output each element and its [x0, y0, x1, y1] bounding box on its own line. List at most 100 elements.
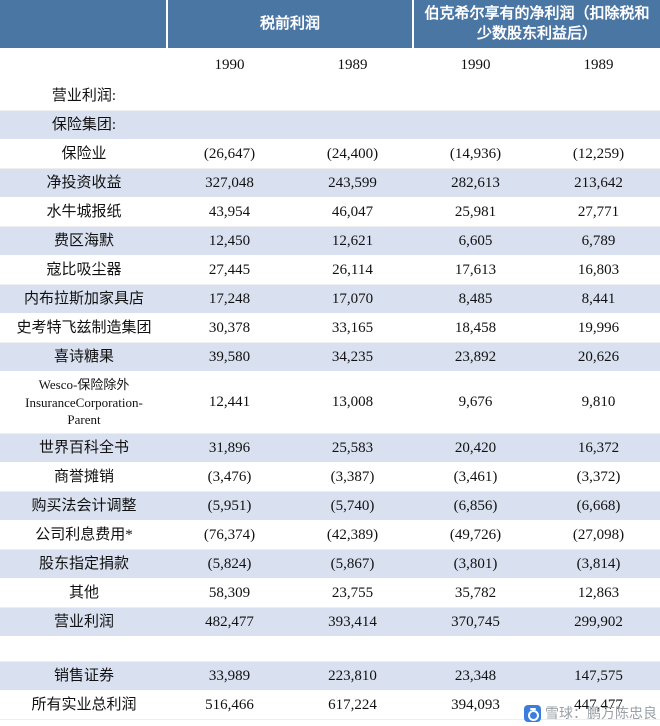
row-label: 营业利润 — [53, 613, 114, 630]
row-value: (3,814) — [576, 555, 621, 572]
table-row: 营业利润: — [0, 82, 660, 111]
row-value: (3,461) — [453, 468, 498, 485]
row-value: 12,441 — [208, 394, 251, 410]
table-row: 股东指定捐款 (5,824) (5,867) (3,801) (3,814) — [0, 550, 660, 579]
row-label: 购买法会计调整 — [31, 497, 137, 514]
table-row: 保险集团: — [0, 111, 660, 140]
table-row: 公司利息费用* (76,374) (42,389) (49,726) (27,098) — [0, 521, 660, 550]
table-row: 购买法会计调整 (5,951) (5,740) (6,856) (6,668) — [0, 492, 660, 521]
row-value: 17,613 — [454, 261, 497, 278]
row-value: 27,771 — [577, 203, 620, 220]
row-value: (27,098) — [572, 526, 625, 543]
row-label: 其他 — [68, 584, 99, 601]
row-value: 34,235 — [331, 348, 374, 365]
row-value: 23,892 — [454, 348, 497, 365]
row-value: 12,863 — [577, 584, 620, 601]
row-label: Wesco-保险除外 InsuranceCorporation- Parent — [25, 377, 143, 428]
row-label: 商誉摊销 — [53, 468, 114, 485]
row-value: 26,114 — [332, 261, 373, 278]
row-value: 27,445 — [208, 261, 251, 278]
row-value: (24,400) — [326, 145, 379, 162]
row-value: (6,668) — [576, 497, 621, 514]
row-value: 447,477 — [574, 696, 623, 713]
row-value: 6,789 — [581, 232, 616, 249]
row-value: 8,485 — [458, 290, 493, 307]
row-value: 35,782 — [454, 584, 497, 601]
table-row: 内布拉斯加家具店 17,248 17,070 8,485 8,441 — [0, 285, 660, 314]
col-group-pretax-profit: 税前利润 — [168, 0, 414, 48]
row-value: 16,803 — [577, 261, 620, 278]
row-value: 20,626 — [577, 348, 620, 365]
row-value: 17,248 — [208, 290, 251, 307]
row-label: 营业利润: — [51, 87, 117, 104]
row-value: 8,441 — [581, 290, 616, 307]
row-value: (12,259) — [572, 145, 625, 162]
table-row: 费区海默 12,450 12,621 6,605 6,789 — [0, 227, 660, 256]
row-value: 482,477 — [205, 613, 254, 630]
row-value: 33,989 — [208, 667, 251, 684]
header-label-spacer — [0, 0, 168, 48]
col-group-berkshire-net-profit: 伯克希尔享有的净利润（扣除税和少数股东利益后） — [424, 5, 650, 42]
row-value: (14,936) — [449, 145, 502, 162]
row-label: 销售证券 — [53, 667, 114, 684]
row-label: 所有实业总利润 — [31, 696, 137, 713]
row-value: (3,387) — [330, 468, 375, 485]
row-value: 393,414 — [328, 613, 377, 630]
table-row: 喜诗糖果 39,580 34,235 23,892 20,626 — [0, 343, 660, 372]
table-row: 史考特飞兹制造集团 30,378 33,165 18,458 19,996 — [0, 314, 660, 343]
row-label: 公司利息费用* — [35, 526, 133, 543]
table-row: 保险业 (26,647) (24,400) (14,936) (12,259) — [0, 140, 660, 169]
row-value: 12,450 — [208, 232, 251, 249]
row-value: 46,047 — [331, 203, 374, 220]
row-label: 保险业 — [61, 145, 107, 162]
row-value: 243,599 — [328, 174, 377, 191]
row-label — [0, 647, 168, 651]
row-value: (3,801) — [453, 555, 498, 572]
row-value: 394,093 — [451, 696, 500, 713]
row-value: 23,348 — [454, 667, 497, 684]
row-label: 喜诗糖果 — [53, 348, 114, 365]
row-value: 147,575 — [574, 667, 623, 684]
row-value: (5,740) — [330, 497, 375, 514]
row-value: 6,605 — [458, 232, 493, 249]
table-row: 水牛城报纸 43,954 46,047 25,981 27,771 — [0, 198, 660, 227]
table-row: 净投资收益 327,048 243,599 282,613 213,642 — [0, 169, 660, 198]
row-value: 223,810 — [328, 667, 377, 684]
row-value: 23,755 — [331, 584, 374, 601]
row-value: (3,372) — [576, 468, 621, 485]
table-row: 寇比吸尘器 27,445 26,114 17,613 16,803 — [0, 256, 660, 285]
table-row: 销售证券 33,989 223,810 23,348 147,575 — [0, 662, 660, 691]
row-value: (6,856) — [453, 497, 498, 514]
row-value: 9,676 — [458, 394, 493, 410]
row-value: 30,378 — [208, 319, 251, 336]
row-label: 费区海默 — [53, 232, 114, 249]
row-value: 43,954 — [208, 203, 251, 220]
row-label: 净投资收益 — [46, 174, 122, 191]
row-value: (5,951) — [207, 497, 252, 514]
row-value: 213,642 — [574, 174, 623, 191]
row-value: (26,647) — [203, 145, 256, 162]
year-header-net-1990: 1990 — [460, 56, 491, 73]
row-value: (5,824) — [207, 555, 252, 572]
row-label: 寇比吸尘器 — [46, 261, 122, 278]
row-value: 19,996 — [577, 319, 620, 336]
table-row: Wesco-保险除外 InsuranceCorporation- Parent 1… — [0, 372, 660, 434]
row-value: 299,902 — [574, 613, 623, 630]
row-value: 516,466 — [205, 696, 254, 713]
year-header-pretax-1990: 1990 — [214, 56, 245, 73]
row-value: (49,726) — [449, 526, 502, 543]
table-row — [0, 637, 660, 662]
year-row-label-spacer — [0, 63, 168, 67]
year-header-row: 1990 1989 1990 1989 — [0, 48, 660, 82]
year-header-pretax-1989: 1989 — [337, 56, 368, 73]
row-value: 39,580 — [208, 348, 251, 365]
table-row: 其他 58,309 23,755 35,782 12,863 — [0, 579, 660, 608]
table-row: 所有实业总利润 516,466 617,224 394,093 447,477 — [0, 691, 660, 720]
row-label: 保险集团: — [51, 116, 117, 133]
row-value: (76,374) — [203, 526, 256, 543]
row-value: (42,389) — [326, 526, 379, 543]
row-value: 58,309 — [208, 584, 251, 601]
row-value: 20,420 — [454, 439, 497, 456]
row-value: 16,372 — [577, 439, 620, 456]
